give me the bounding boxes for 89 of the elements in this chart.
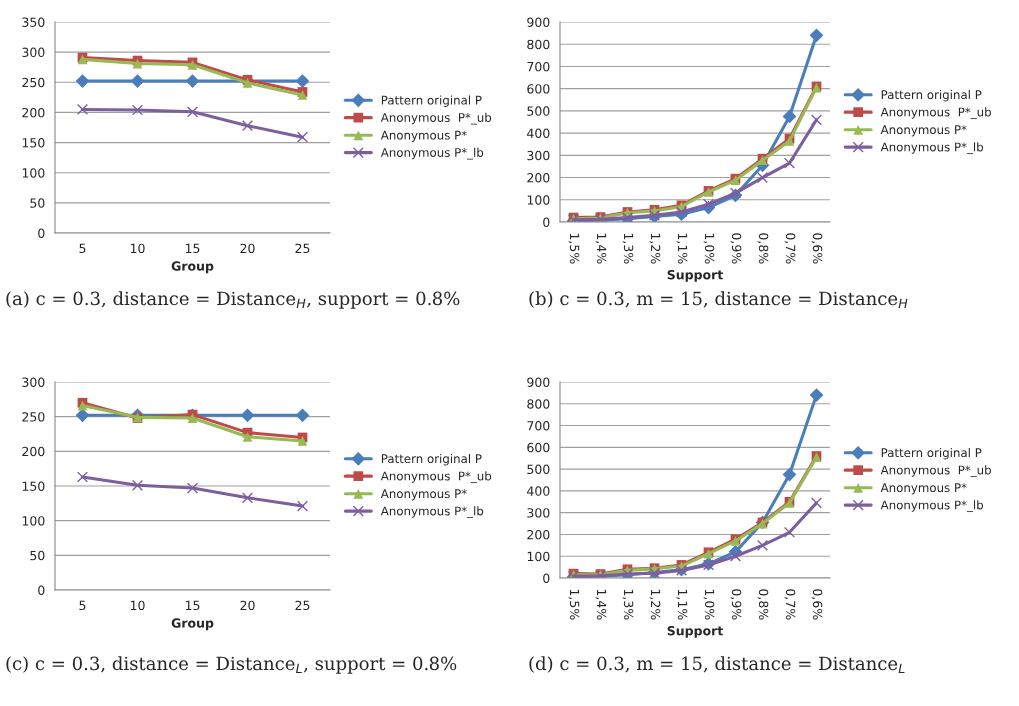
y-tick-label: 500	[527, 106, 550, 116]
x-tick-label: 0,6%	[811, 233, 823, 264]
x-tick-label: 25	[295, 600, 310, 611]
x-tick-label: 10	[130, 600, 145, 611]
y-tick-label: 50	[30, 198, 45, 208]
x-tick-label: 5	[79, 243, 86, 254]
legend-label: Anonymous P*_ub	[880, 465, 991, 478]
x-tick-label: 20	[240, 243, 255, 254]
x-tick-label: 0,6%	[811, 589, 823, 620]
y-tick-label: 0	[38, 228, 45, 238]
text: (a) c = 0.3, distance = Distance$_{H}$, support = 0.8%	[6, 291, 460, 309]
x-tick-label: 1,1%	[676, 233, 688, 264]
legend-label: Anonymous P*_lb	[380, 506, 484, 519]
legend-label: Anonymous P*_lb	[380, 147, 484, 160]
legend-label: Anonymous P*_lb	[880, 142, 984, 155]
legend-label: Anonymous P*_ub	[880, 107, 991, 120]
legend-label: Anonymous P*_lb	[880, 500, 984, 513]
x-tick-label: 0,7%	[784, 589, 796, 620]
y-tick-label: 200	[527, 529, 550, 540]
x-tick-label: 10	[130, 243, 145, 254]
y-tick-label: 100	[22, 516, 45, 526]
y-tick-label: 150	[22, 138, 45, 148]
legend-label: Anonymous P*_ub	[380, 471, 492, 484]
x-axis-title: Support	[667, 625, 723, 638]
legend-label: Anonymous P*	[380, 489, 467, 501]
x-tick-label: 15	[185, 600, 200, 611]
y-tick-label: 0	[38, 585, 45, 595]
y-tick-label: 900	[527, 17, 550, 27]
legend-label: Pattern original P	[381, 95, 482, 107]
x-tick-label: 1,3%	[622, 589, 634, 620]
y-tick-label: 150	[22, 481, 45, 491]
legend-label: Pattern original P	[881, 447, 982, 460]
y-tick-label: 50	[30, 550, 45, 561]
y-tick-label: 250	[22, 412, 45, 422]
y-tick-label: 300	[527, 150, 550, 161]
y-tick-label: 100	[22, 168, 45, 178]
y-tick-label: 300	[22, 377, 45, 387]
y-tick-label: 0	[543, 573, 550, 583]
x-tick-label: 0,9%	[730, 233, 742, 264]
y-tick-label: 200	[527, 173, 550, 183]
y-tick-label: 400	[527, 128, 550, 139]
x-tick-label: 15	[185, 243, 200, 254]
x-tick-label: 1,5%	[568, 233, 580, 264]
legend-label: Pattern original P	[381, 453, 482, 466]
x-tick-label: 0,9%	[730, 589, 742, 620]
y-tick-label: 250	[22, 77, 45, 88]
legend-label: Anonymous P*_ub	[380, 112, 492, 125]
y-tick-label: 0	[543, 217, 550, 227]
x-tick-label: 1,0%	[703, 589, 715, 620]
y-tick-label: 100	[527, 551, 550, 562]
text: (c) c = 0.3, distance = Distance$_{L}$, support = 0.8%	[6, 656, 457, 674]
x-tick-label: 1,4%	[595, 233, 607, 264]
y-tick-label: 300	[527, 508, 550, 518]
y-tick-label: 300	[22, 47, 45, 58]
x-axis-title: Group	[171, 261, 214, 274]
x-tick-label: 1,1%	[676, 589, 688, 620]
legend-label: Anonymous P*	[880, 483, 967, 495]
legend-label: Pattern original P	[881, 89, 982, 102]
y-tick-label: 200	[22, 107, 45, 118]
legend-label: Anonymous P*	[380, 130, 467, 142]
y-tick-label: 200	[22, 446, 45, 457]
x-tick-label: 1,4%	[595, 589, 607, 620]
y-tick-label: 800	[527, 39, 550, 50]
y-tick-label: 800	[527, 399, 550, 409]
x-tick-label: 0,7%	[784, 233, 796, 264]
y-tick-label: 900	[527, 377, 550, 387]
x-tick-label: 1,3%	[622, 233, 634, 264]
x-axis-title: Support	[667, 269, 723, 282]
y-tick-label: 500	[527, 464, 550, 475]
y-tick-label: 100	[527, 195, 550, 205]
text: (b) c = 0.3, m = 15, distance = Distance$_{H}$	[529, 291, 908, 308]
x-tick-label: 25	[295, 243, 310, 254]
x-axis-title: Group	[171, 618, 214, 631]
y-tick-label: 700	[527, 421, 550, 431]
x-tick-label: 1,5%	[568, 589, 580, 620]
x-tick-label: 1,2%	[649, 589, 661, 620]
y-tick-label: 400	[527, 486, 550, 496]
text: (d) c = 0.3, m = 15, distance = Distance$_{L}$	[529, 656, 905, 673]
x-tick-label: 5	[79, 600, 86, 611]
y-tick-label: 350	[22, 17, 45, 27]
x-tick-label: 1,2%	[649, 233, 661, 264]
legend-label: Anonymous P*	[880, 125, 967, 137]
y-tick-label: 600	[527, 84, 550, 94]
x-tick-label: 1,0%	[703, 233, 715, 264]
x-tick-label: 0,8%	[757, 233, 769, 264]
y-tick-label: 600	[527, 442, 550, 453]
x-tick-label: 20	[240, 600, 255, 611]
y-tick-label: 700	[527, 61, 550, 72]
x-tick-label: 0,8%	[757, 589, 769, 620]
